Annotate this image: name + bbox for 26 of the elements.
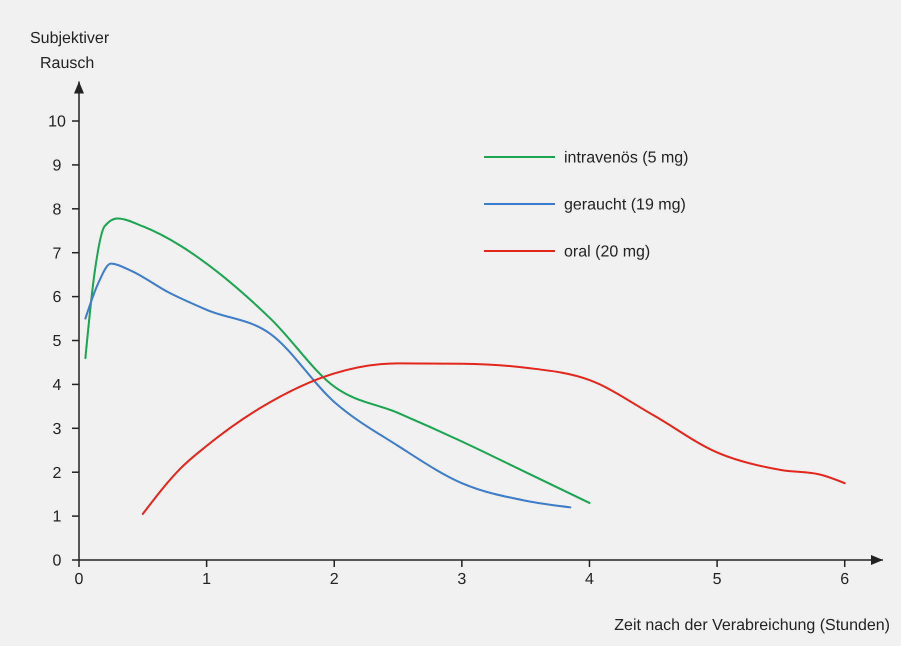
y-tick-label: 6 [52,289,62,306]
y-tick-label: 2 [52,464,62,482]
x-tick-label: 3 [457,571,466,588]
x-tick-label: 0 [74,571,84,588]
line-series [84,217,590,504]
line-series [142,362,846,515]
y-tick-label: 0 [52,552,62,570]
legend-label: oral (20 mg) [564,244,650,261]
x-tick-label: 6 [840,571,850,588]
y-tick-label: 8 [52,201,62,218]
y-tick-label: 7 [52,245,62,262]
x-tick-label: 2 [330,571,339,588]
y-tick-label: 1 [52,508,62,526]
y-tick-label: 5 [52,333,62,350]
y-tick-label: 4 [52,377,62,394]
x-axis-title: Zeit nach der Verabreichung (Stunden) [614,617,890,634]
legend-label: intravenös (5 mg) [564,150,688,167]
line-series [84,262,572,508]
y-tick-label: 9 [52,158,62,175]
x-tick-label: 4 [585,571,594,588]
legend-label: geraucht (19 mg) [564,196,686,214]
x-tick-label: 5 [712,571,722,588]
y-axis-title: Subjektiver Rausch [30,30,110,72]
y-tick-label: 10 [48,114,66,131]
x-tick-label: 1 [202,571,212,588]
y-tick-label: 3 [52,420,62,438]
